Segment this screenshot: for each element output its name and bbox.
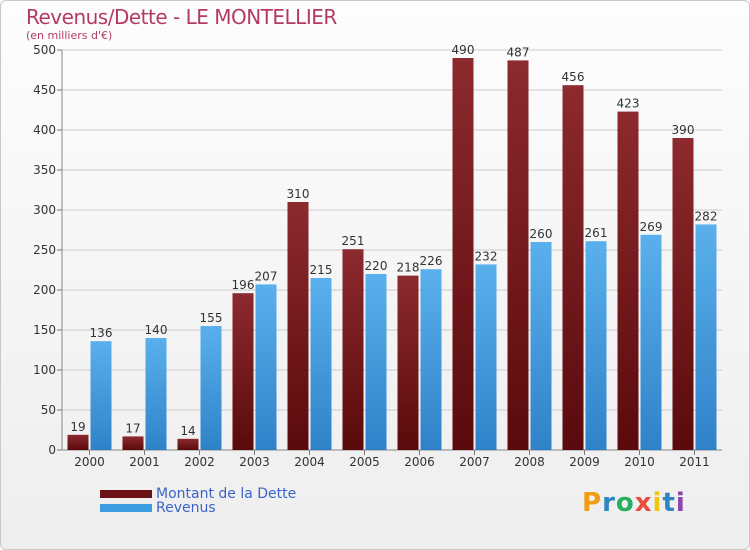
legend-swatch-revenue: [100, 504, 152, 512]
data-label: 310: [287, 187, 310, 201]
x-tick-label: 2004: [294, 455, 325, 469]
bar-debt: [232, 293, 254, 450]
bar-revenue: [640, 234, 662, 450]
data-label: 251: [342, 234, 365, 248]
bar-debt: [672, 138, 694, 450]
data-label: 136: [90, 326, 113, 340]
legend-label-debt: Montant de la Dette: [156, 486, 297, 502]
y-tick-label: 200: [33, 283, 56, 297]
y-tick-label: 150: [33, 323, 56, 337]
bar-debt: [342, 249, 364, 450]
bar-debt: [507, 60, 529, 451]
x-tick-label: 2002: [184, 455, 215, 469]
legend-swatch-debt: [100, 490, 152, 498]
logo-letter: r: [602, 488, 616, 518]
bar-revenue: [585, 241, 607, 450]
data-label: 456: [562, 70, 585, 84]
data-label: 220: [365, 259, 388, 273]
logo-letter: i: [652, 488, 663, 518]
data-label: 215: [310, 263, 333, 277]
x-tick-label: 2001: [129, 455, 160, 469]
x-tick-label: 2010: [624, 455, 655, 469]
bar-revenue: [255, 284, 277, 450]
y-tick-label: 450: [33, 83, 56, 97]
data-label: 487: [507, 45, 530, 59]
logo-letter: o: [615, 488, 635, 518]
legend-item-revenue: Revenus: [100, 500, 216, 516]
bar-revenue: [200, 326, 222, 450]
data-label: 155: [200, 311, 223, 325]
bar-revenue: [420, 269, 442, 450]
x-tick-label: 2000: [74, 455, 105, 469]
logo-letter: x: [634, 488, 653, 518]
data-label: 490: [452, 43, 475, 57]
bar-revenue: [90, 341, 112, 450]
x-tick-label: 2007: [459, 455, 490, 469]
bar-revenue: [695, 224, 717, 450]
chart-subtitle: (en milliers d'€): [26, 29, 113, 42]
y-tick-label: 300: [33, 203, 56, 217]
y-tick-label: 0: [48, 443, 56, 457]
data-label: 226: [420, 254, 443, 268]
bar-debt: [617, 111, 639, 450]
data-label: 282: [695, 209, 718, 223]
bar-debt: [122, 436, 144, 450]
chart-title: Revenus/Dette - LE MONTELLIER: [26, 5, 337, 29]
proxiti-logo: Proxiti: [582, 488, 686, 518]
y-tick-label: 350: [33, 163, 56, 177]
x-tick-label: 2008: [514, 455, 545, 469]
x-tick-label: 2003: [239, 455, 270, 469]
bar-revenue: [530, 242, 552, 450]
y-tick-label: 100: [33, 363, 56, 377]
data-label: 390: [672, 123, 695, 137]
bar-revenue: [310, 278, 332, 450]
data-label: 14: [180, 424, 195, 438]
data-label: 218: [397, 261, 420, 275]
data-label: 196: [232, 278, 255, 292]
bar-debt: [287, 202, 309, 450]
bar-debt: [177, 438, 199, 450]
bar-revenue: [145, 338, 167, 450]
y-tick-label: 250: [33, 243, 56, 257]
logo-letter: P: [582, 488, 603, 518]
legend-label-revenue: Revenus: [156, 500, 216, 516]
data-label: 269: [640, 220, 663, 234]
y-tick-label: 400: [33, 123, 56, 137]
y-tick-label: 500: [33, 43, 56, 57]
data-label: 207: [255, 269, 278, 283]
data-label: 423: [617, 97, 640, 111]
legend-item-debt: Montant de la Dette: [100, 486, 296, 502]
x-tick-label: 2006: [404, 455, 435, 469]
bar-revenue: [365, 274, 387, 450]
bar-debt: [397, 275, 419, 450]
data-label: 17: [125, 421, 140, 435]
data-label: 232: [475, 249, 498, 263]
x-tick-label: 2009: [569, 455, 600, 469]
bar-debt: [452, 58, 474, 450]
data-label: 260: [530, 227, 553, 241]
x-tick-label: 2011: [679, 455, 710, 469]
data-label: 140: [145, 323, 168, 337]
bar-debt: [67, 434, 89, 450]
bar-debt: [562, 85, 584, 450]
logo-letter: t: [662, 488, 676, 518]
x-tick-label: 2005: [349, 455, 380, 469]
data-label: 19: [70, 420, 85, 434]
bar-revenue: [475, 264, 497, 450]
data-label: 261: [585, 226, 608, 240]
logo-letter: i: [675, 488, 686, 518]
y-tick-label: 50: [41, 403, 56, 417]
